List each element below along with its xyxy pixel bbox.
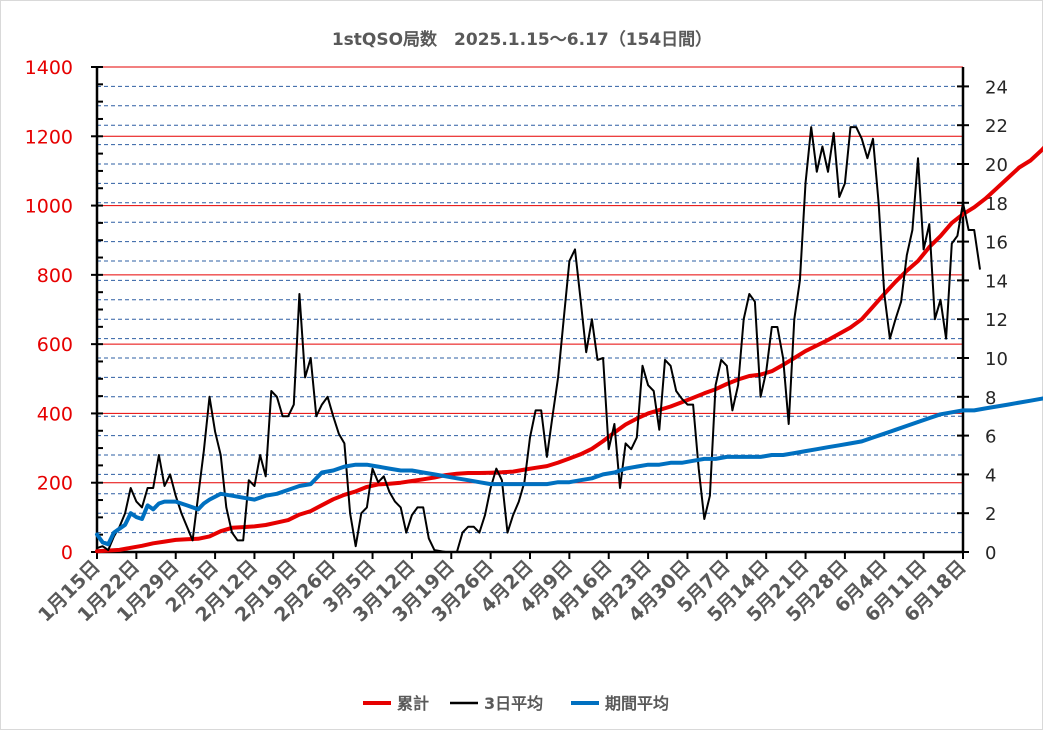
y-left-tick-label: 600: [37, 334, 73, 356]
legend: 累計 3日平均 期間平均: [363, 694, 669, 713]
y-left-tick-label: 0: [61, 542, 73, 564]
series-line-2: [96, 126, 981, 553]
y-left-tick-label: 800: [37, 265, 73, 287]
y-left-tick-label: 400: [37, 403, 73, 425]
y-right-tick-label: 14: [985, 271, 1008, 292]
y-right-tick-label: 24: [985, 77, 1008, 98]
y-right-tick-label: 22: [985, 116, 1008, 137]
series-lines: [95, 126, 1043, 554]
y-right-tick-label: 0: [985, 543, 996, 564]
y-left-tick-label: 1000: [25, 196, 73, 218]
y-right-tick-label: 12: [985, 310, 1008, 331]
y-right-tick-label: 8: [985, 388, 996, 409]
y-right-tick-label: 16: [985, 233, 1008, 254]
y-right-tick-label: 10: [985, 349, 1008, 370]
y-left-tick-label: 200: [37, 473, 73, 495]
y-right-tick-label: 20: [985, 155, 1008, 176]
y-right-tick-label: 4: [985, 465, 996, 486]
y-right-tick-label: 6: [985, 427, 996, 448]
y-left-tick-label: 1200: [25, 126, 73, 148]
y-right-tick-label: 2: [985, 504, 996, 525]
y-right-tick-label: 18: [985, 194, 1008, 215]
chart-title: 1stQSO局数 2025.1.15～6.17（154日間）: [332, 29, 712, 50]
legend-label-3: 期間平均: [605, 694, 669, 713]
legend-label-1: 累計: [397, 694, 429, 713]
series-line-3: [95, 396, 1043, 547]
legend-label-2: 3日平均: [484, 694, 543, 713]
y-left-tick-label: 1400: [25, 57, 73, 79]
series-line-1: [95, 145, 1043, 554]
